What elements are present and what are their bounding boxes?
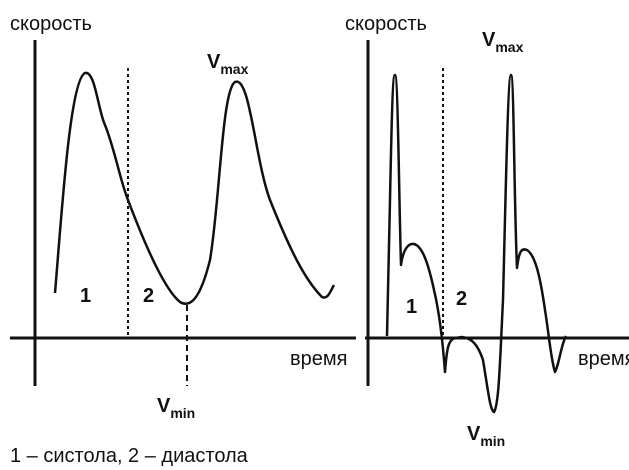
phase-label: 2	[456, 288, 467, 310]
x-axis-label: время	[290, 348, 347, 370]
vmax-label: Vmax	[207, 51, 249, 77]
phase-label: 1	[406, 296, 417, 318]
y-axis-label: скорость	[10, 13, 92, 35]
x-axis-label: время	[578, 348, 629, 370]
symbol: V	[207, 51, 221, 73]
subscript: min	[480, 433, 505, 449]
phase-label: 2	[143, 285, 154, 307]
subscript: max	[220, 61, 248, 77]
panel-right: скорость время 1 2 Vmax Vmin	[345, 13, 629, 449]
symbol: V	[157, 395, 171, 417]
symbol: V	[467, 423, 481, 445]
waveform	[385, 73, 568, 414]
phase-label: 1	[80, 285, 91, 307]
subscript: max	[495, 39, 523, 55]
panel-left: скорость время 1 2 Vmax Vmin	[10, 13, 356, 421]
y-axis-label: скорость	[345, 13, 427, 35]
waveform	[53, 71, 336, 305]
subscript: min	[170, 405, 195, 421]
vmin-label: Vmin	[157, 395, 195, 421]
vmin-label: Vmin	[467, 423, 505, 449]
legend: 1 – систола, 2 – диастола	[10, 445, 249, 467]
symbol: V	[482, 29, 496, 51]
vmax-label: Vmax	[482, 29, 524, 55]
